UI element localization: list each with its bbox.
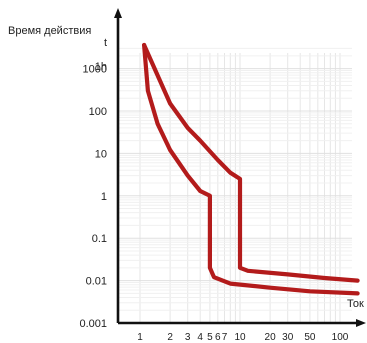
y-tick-label: 0.01: [86, 276, 107, 288]
x-tick-label: 2: [167, 332, 173, 343]
x-axis-arrow: [356, 319, 366, 327]
chart-grid: [118, 47, 352, 324]
x-tick-label: 6: [215, 332, 221, 343]
x-tick-label: 4: [197, 332, 203, 343]
y-tick-label: 0.1: [92, 233, 107, 245]
x-tick-label: 10: [234, 332, 246, 343]
x-tick-label: 20: [265, 332, 277, 343]
y-axis-arrow: [114, 8, 122, 18]
x-tick-label: 3: [185, 332, 191, 343]
chart-axes: [114, 8, 366, 327]
x-tick-label: 30: [282, 332, 294, 343]
y-tick-label: 1: [101, 191, 107, 203]
x-tick-labels: 1 2 3 4 5 6 7 10 20 30 50 100: [137, 332, 349, 343]
curve-2: [142, 42, 360, 283]
y-axis-title: Время действия: [8, 25, 91, 37]
x-tick-label: 1: [137, 332, 143, 343]
x-tick-label: 100: [332, 332, 349, 343]
y-tick-label: 1h: [95, 61, 107, 73]
y-tick-label: 0.001: [79, 318, 107, 330]
x-axis-title: Ток: [347, 298, 364, 310]
x-tick-label: 50: [304, 332, 316, 343]
chart-curves: [142, 42, 360, 296]
curve-1: [142, 42, 360, 296]
y-tick-label: t: [104, 37, 107, 49]
y-tick-label: 1000: [83, 64, 107, 76]
y-tick-label: 100: [89, 106, 107, 118]
y-tick-label: 10: [95, 148, 107, 160]
x-tick-label: 7: [222, 332, 228, 343]
x-tick-label: 5: [207, 332, 213, 343]
